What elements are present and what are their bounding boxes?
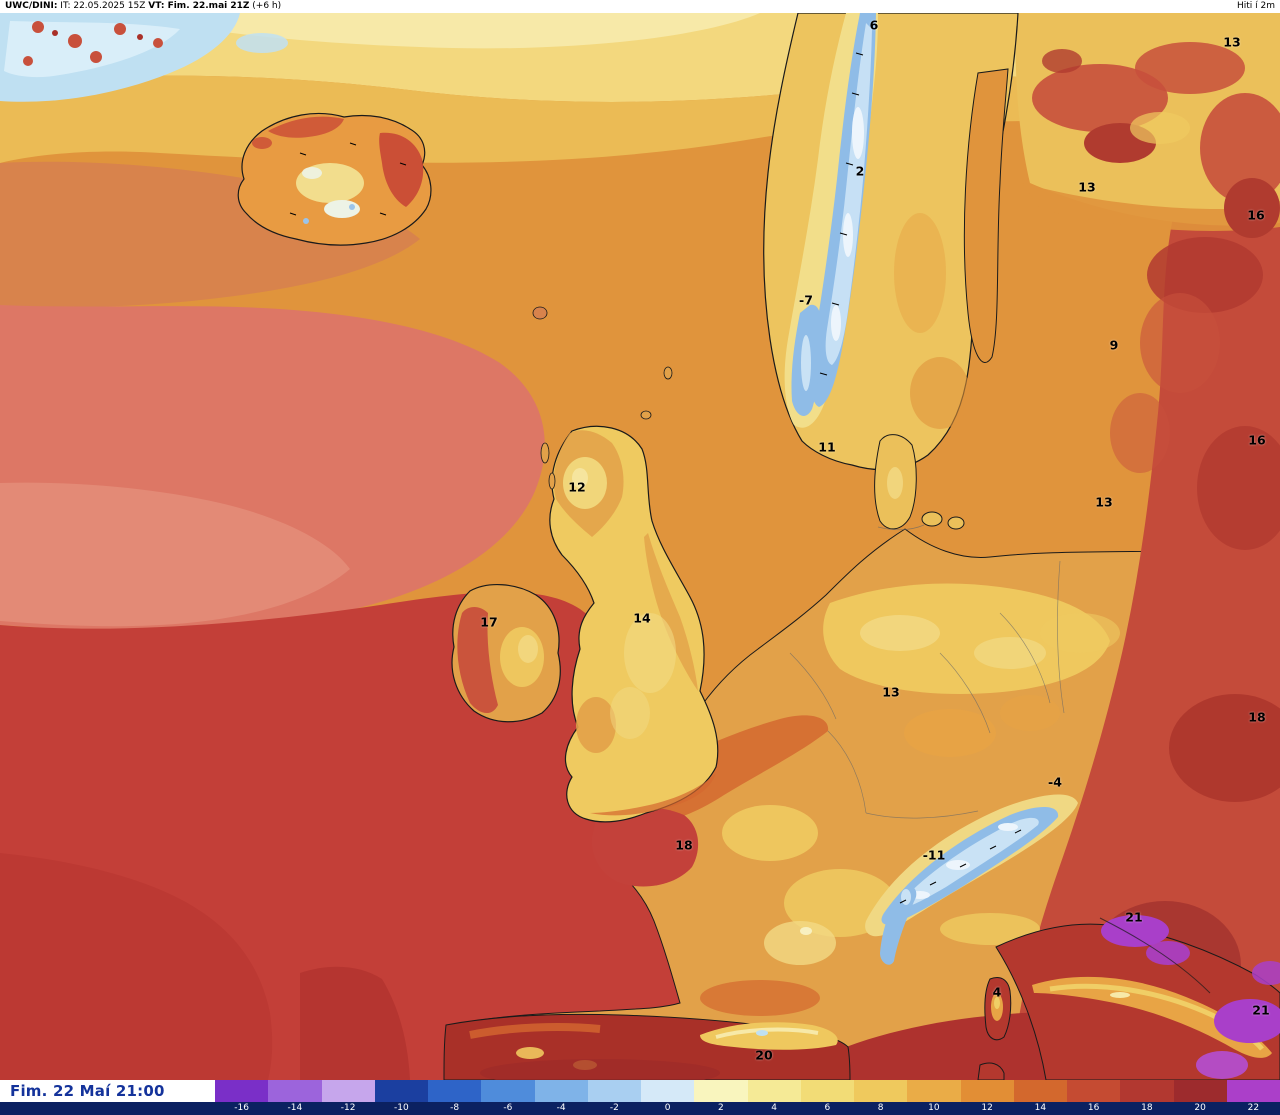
legend-swatch (1226, 1080, 1280, 1102)
legend-tick-label: 16 (1087, 1103, 1100, 1113)
legend-swatch (960, 1080, 1014, 1102)
legend-ticks: -16 -14 -12 -10 -8 -6 -4 -2 0 2 4 6 8 10 12 14 16 18 20 22 (215, 1102, 1280, 1115)
legend-tick-label: 2 (718, 1103, 724, 1113)
footer-bar: Fim. 22 Maí 21:00 -16 -14 -12 -10 -8 -6 -4 -2 0 2… (0, 1080, 1280, 1115)
legend-tick-label: 20 (1194, 1103, 1206, 1113)
legend-tick-label: -14 (287, 1103, 303, 1113)
header-run-info: UWC/DINI: IT: 22.05.2025 15Z VT: Fim. 22… (5, 0, 281, 13)
country-borders (789, 524, 1065, 819)
faroe-islands (532, 306, 548, 320)
legend-tick-label: 8 (877, 1103, 884, 1113)
header-bar: UWC/DINI: IT: 22.05.2025 15Z VT: Fim. 22… (0, 0, 1280, 13)
legend-swatch (268, 1080, 322, 1102)
legend-swatch (800, 1080, 854, 1102)
eastern-europe-red (1012, 208, 1280, 1080)
atlantic-deep-wedge (300, 966, 410, 1080)
temperature-map (0, 13, 1280, 1080)
legend-tick-label: -2 (609, 1103, 619, 1113)
legend-swatch (641, 1080, 695, 1102)
legend-swatch (428, 1080, 482, 1102)
header-text-segment: VT: Fim. 22.mai 21Z (148, 1, 250, 11)
germany-yellow (823, 583, 1110, 694)
legend-tick-label: 22 (1247, 1103, 1260, 1113)
legend-swatch (1173, 1080, 1227, 1102)
legend-swatch (481, 1080, 535, 1102)
legend-tick-label: -4 (556, 1103, 566, 1113)
legend-tick-label: 10 (928, 1103, 940, 1113)
legend-swatch (854, 1080, 908, 1102)
legend-swatch (1013, 1080, 1067, 1102)
legend-swatch (321, 1080, 375, 1102)
legend-swatch (747, 1080, 801, 1102)
legend-tick-label: 0 (664, 1103, 671, 1113)
header-text-segment: UWC/DINI: (5, 1, 58, 11)
footer-bottom-row: -16 -14 -12 -10 -8 -6 -4 -2 0 2 4 6 8 10 12 14 16 18 20 22 (0, 1102, 1280, 1115)
legend-swatch (694, 1080, 748, 1102)
greenland-ice-core (4, 21, 180, 78)
legend-swatch (534, 1080, 588, 1102)
gulf-of-finland (1022, 183, 1280, 231)
sardinia (977, 1062, 1005, 1080)
legend-tick-label: 6 (824, 1103, 831, 1113)
legend-swatch (1067, 1080, 1121, 1102)
legend-swatch (907, 1080, 961, 1102)
legend-tick-label: 4 (771, 1103, 777, 1113)
atlantic-deep-patch (0, 853, 273, 1080)
legend-tick-label: -8 (450, 1103, 460, 1113)
valid-time-label: Fim. 22 Maí 21:00 (10, 1082, 165, 1100)
legend-tick-label: 14 (1034, 1103, 1047, 1113)
legend-tick-label: 18 (1141, 1103, 1153, 1113)
legend-tick-label: -16 (234, 1103, 249, 1113)
legend-swatch (374, 1080, 428, 1102)
header-parameter-label: Hiti í 2m (1236, 1, 1275, 11)
brittany-red (591, 807, 699, 887)
arctic-pale-band (120, 13, 760, 49)
legend-tick-label: 12 (981, 1103, 993, 1113)
legend-tick-label: -6 (503, 1103, 513, 1113)
footer-top-row: Fim. 22 Maí 21:00 (0, 1080, 1280, 1102)
legend-swatch (587, 1080, 641, 1102)
legend-tick-label: -12 (340, 1103, 356, 1113)
gulf-of-bothnia (963, 68, 1009, 363)
atlantic-salmon-light (0, 482, 350, 627)
map-graphic (0, 13, 1280, 1080)
header-text-segment: (+6 h) (249, 1, 282, 11)
apennines-ridge (1032, 976, 1272, 1058)
header-text-segment: IT: 22.05.2025 15Z (57, 1, 149, 11)
adriatic-purple (1101, 915, 1169, 947)
legend-swatches (215, 1080, 1280, 1102)
legend-swatch (215, 1080, 269, 1102)
legend-tick-label: -10 (394, 1103, 409, 1113)
legend-swatch (1120, 1080, 1174, 1102)
